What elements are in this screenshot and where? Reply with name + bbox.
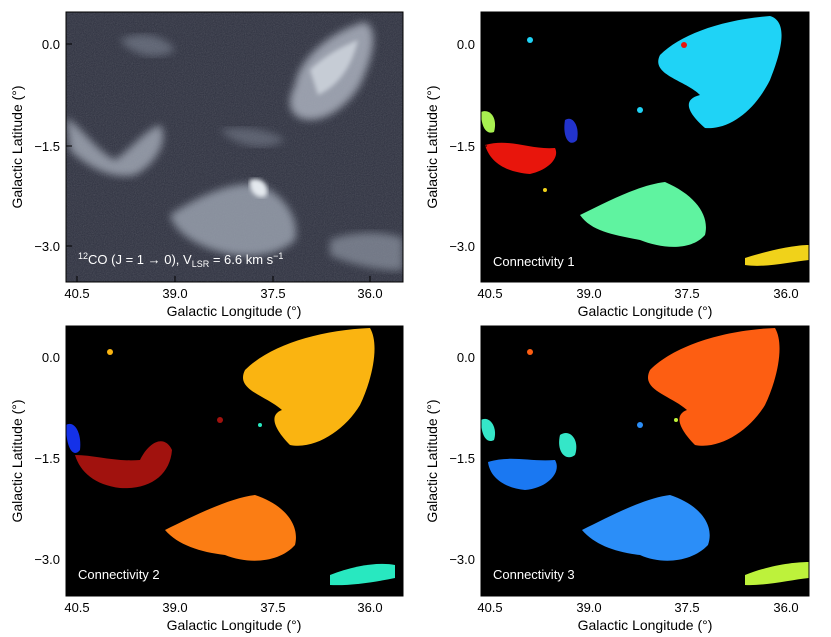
connectivity-2-caption: Connectivity 2 bbox=[78, 567, 160, 582]
x-tick-label: 36.0 bbox=[357, 600, 382, 615]
x-axis-title: Galactic Longitude (°) bbox=[167, 617, 302, 633]
panel-connectivity-3-axes: 0.0 −1.5 −3.0 40.5 39.0 37.5 36.0 Galact… bbox=[424, 350, 799, 633]
y-axis-title: Galactic Latitude (°) bbox=[9, 85, 25, 208]
x-tick-label: 37.5 bbox=[260, 600, 285, 615]
panel-co-map-frame bbox=[65, 11, 404, 283]
panel-connectivity-1-frame bbox=[480, 11, 810, 283]
connectivity-2-clumps bbox=[66, 328, 395, 586]
y-tick-label: −1.5 bbox=[34, 139, 60, 154]
x-tick-label: 39.0 bbox=[576, 600, 601, 615]
x-tick-label: 40.5 bbox=[477, 600, 502, 615]
x-axis-title: Galactic Longitude (°) bbox=[578, 617, 713, 633]
x-tick-label: 36.0 bbox=[773, 286, 798, 301]
x-tick-label: 36.0 bbox=[357, 286, 382, 301]
panel-co-map-axes: 0.0 −1.5 −3.0 40.5 39.0 37.5 36.0 Galact… bbox=[9, 37, 383, 319]
x-tick-label: 37.5 bbox=[260, 286, 285, 301]
x-tick-label: 37.5 bbox=[674, 600, 699, 615]
panel-connectivity-2-frame bbox=[65, 325, 404, 597]
x-tick-label: 39.0 bbox=[162, 600, 187, 615]
connectivity-3-clumps bbox=[481, 328, 809, 586]
y-tick-label: 0.0 bbox=[457, 350, 475, 365]
panel-connectivity-2-axes: 0.0 −1.5 −3.0 40.5 39.0 37.5 36.0 Galact… bbox=[9, 350, 383, 633]
tick-marks bbox=[66, 43, 787, 596]
co-emission bbox=[66, 22, 403, 271]
x-tick-label: 39.0 bbox=[162, 286, 187, 301]
x-tick-label: 40.5 bbox=[64, 600, 89, 615]
x-tick-label: 40.5 bbox=[477, 286, 502, 301]
panel-co-map: 12CO (J = 1 → 0), VLSR = 6.6 km s−1 bbox=[65, 11, 404, 283]
panel-connectivity-1-axes: 0.0 −1.5 −3.0 40.5 39.0 37.5 36.0 Galact… bbox=[424, 37, 799, 319]
x-axis-title: Galactic Longitude (°) bbox=[578, 303, 713, 319]
panel-connectivity-1: Connectivity 1 bbox=[480, 11, 810, 283]
y-tick-label: −1.5 bbox=[449, 451, 475, 466]
x-tick-label: 40.5 bbox=[64, 286, 89, 301]
connectivity-3-caption: Connectivity 3 bbox=[493, 567, 575, 582]
connectivity-1-caption: Connectivity 1 bbox=[493, 254, 575, 269]
y-tick-label: 0.0 bbox=[42, 37, 60, 52]
y-tick-label: 0.0 bbox=[457, 37, 475, 52]
panel-connectivity-3: Connectivity 3 bbox=[480, 325, 810, 597]
y-axis-title: Galactic Latitude (°) bbox=[424, 85, 440, 208]
panel-connectivity-2: Connectivity 2 bbox=[65, 325, 404, 597]
y-tick-label: −1.5 bbox=[449, 139, 475, 154]
x-axis-title: Galactic Longitude (°) bbox=[167, 303, 302, 319]
y-tick-label: 0.0 bbox=[42, 350, 60, 365]
y-tick-label: −3.0 bbox=[449, 239, 475, 254]
co-caption: 12CO (J = 1 → 0), VLSR = 6.6 km s−1 bbox=[78, 251, 283, 269]
x-tick-label: 36.0 bbox=[773, 600, 798, 615]
x-tick-label: 39.0 bbox=[576, 286, 601, 301]
y-tick-label: −3.0 bbox=[34, 239, 60, 254]
y-axis-title: Galactic Latitude (°) bbox=[424, 399, 440, 522]
x-tick-label: 37.5 bbox=[674, 286, 699, 301]
y-tick-label: −1.5 bbox=[34, 451, 60, 466]
y-tick-label: −3.0 bbox=[449, 552, 475, 567]
y-axis-title: Galactic Latitude (°) bbox=[9, 399, 25, 522]
panel-connectivity-3-frame bbox=[480, 325, 810, 597]
connectivity-1-clumps bbox=[481, 16, 809, 266]
y-tick-label: −3.0 bbox=[34, 552, 60, 567]
